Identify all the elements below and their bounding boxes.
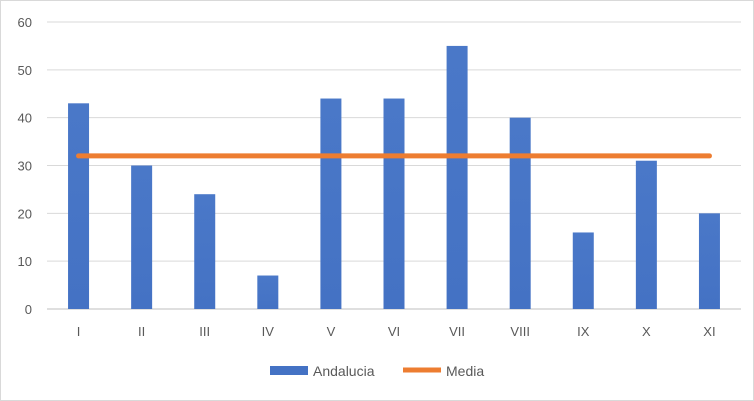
bar-II bbox=[131, 165, 153, 309]
y-tick-label: 30 bbox=[18, 159, 32, 174]
x-tick-label: II bbox=[138, 324, 145, 339]
y-axis-ticks: 0 10 20 30 40 50 60 bbox=[18, 15, 32, 317]
x-tick-label: IX bbox=[577, 324, 590, 339]
x-tick-label: III bbox=[199, 324, 210, 339]
bars bbox=[68, 45, 720, 310]
y-tick-label: 0 bbox=[25, 302, 32, 317]
x-tick-label: IV bbox=[262, 324, 275, 339]
bar-I bbox=[68, 103, 90, 309]
bar-VI bbox=[383, 98, 405, 310]
legend: Andalucia Media bbox=[270, 363, 484, 379]
x-tick-label: V bbox=[327, 324, 336, 339]
x-tick-label: VII bbox=[449, 324, 465, 339]
bar-VIII bbox=[509, 117, 531, 310]
x-tick-label: XI bbox=[703, 324, 715, 339]
x-tick-label: VI bbox=[388, 324, 400, 339]
y-tick-label: 20 bbox=[18, 206, 32, 221]
y-tick-label: 40 bbox=[18, 111, 32, 126]
bar-IV bbox=[257, 275, 279, 309]
bar-III bbox=[194, 194, 216, 309]
legend-label-andalucia: Andalucia bbox=[313, 363, 375, 379]
legend-swatch-andalucia bbox=[270, 366, 308, 375]
legend-label-media: Media bbox=[446, 363, 484, 379]
x-tick-label: X bbox=[642, 324, 651, 339]
x-tick-label: VIII bbox=[510, 324, 530, 339]
bar-V bbox=[320, 98, 342, 310]
bar-VII bbox=[446, 45, 468, 310]
x-tick-label: I bbox=[77, 324, 81, 339]
bar-XI bbox=[698, 213, 720, 309]
y-tick-label: 60 bbox=[18, 15, 32, 30]
bar-X bbox=[635, 160, 657, 309]
y-tick-label: 50 bbox=[18, 63, 32, 78]
bar-IX bbox=[572, 232, 594, 309]
x-axis-ticks: I II III IV V VI VII VIII IX X XI bbox=[77, 324, 716, 339]
y-tick-label: 10 bbox=[18, 254, 32, 269]
